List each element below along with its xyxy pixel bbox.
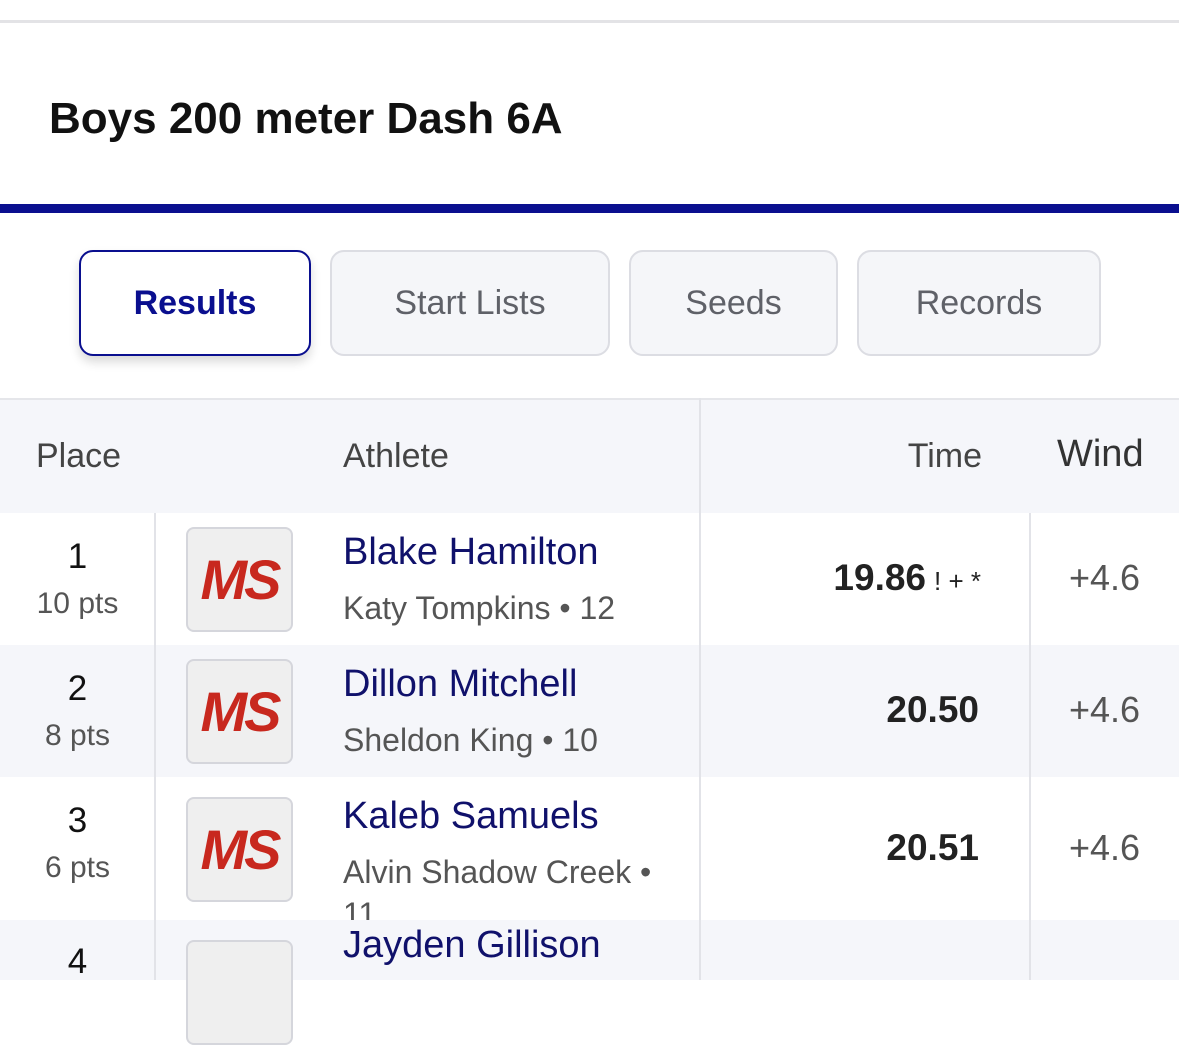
tab[interactable]: Results [79, 250, 311, 356]
result-time: 20.51 [886, 826, 979, 868]
divider [699, 920, 701, 980]
column-header: Athlete [343, 437, 449, 475]
divider [0, 20, 1179, 23]
table-header [0, 398, 1179, 513]
team-logo: MS [186, 527, 293, 632]
column-header: Wind [1057, 433, 1144, 475]
athlete-name[interactable]: Dillon Mitchell [343, 663, 578, 705]
tab[interactable]: Start Lists [330, 250, 610, 356]
points: 8 pts [44, 719, 111, 752]
result-time: 19.86! + * [833, 557, 981, 598]
result-flags: ! + * [934, 566, 981, 596]
tab[interactable]: Records [857, 250, 1101, 356]
tab[interactable]: Seeds [629, 250, 838, 356]
place: 3 [67, 801, 88, 840]
team-grade: Katy Tompkins • 12 [343, 590, 616, 626]
wind: +4.6 [1068, 826, 1141, 868]
accent-bar [0, 204, 1179, 213]
athlete-name[interactable]: Blake Hamilton [343, 531, 599, 573]
wind: +4.6 [1068, 557, 1141, 598]
place: 4 [67, 942, 88, 981]
athlete-name[interactable]: Kaleb Samuels [343, 795, 599, 837]
divider [154, 645, 156, 777]
divider [154, 920, 156, 980]
divider [154, 777, 156, 920]
place: 1 [67, 537, 88, 576]
points: 10 pts [36, 587, 119, 620]
team-logo: MS [186, 659, 293, 764]
page: Boys 200 meter Dash 6A Results Start List… [0, 20, 1179, 1045]
divider [154, 513, 156, 645]
place: 2 [67, 669, 88, 708]
divider [1029, 777, 1031, 920]
points: 6 pts [44, 851, 111, 884]
column-header: Place [36, 437, 122, 475]
column-header: Time [907, 437, 982, 475]
divider [1029, 920, 1031, 980]
team-grade: Sheldon King • 10 [343, 722, 598, 758]
divider [1029, 645, 1031, 777]
divider [699, 777, 701, 920]
event-title: Boys 200 meter Dash 6A [49, 94, 563, 143]
divider [699, 513, 701, 645]
team-logo: MS [186, 796, 293, 902]
wind: +4.6 [1068, 689, 1141, 730]
team-grade: Alvin Shadow Creek • 11 [343, 854, 652, 932]
result-time: 20.50 [886, 689, 979, 730]
team-logo [186, 940, 293, 1045]
athlete-name[interactable]: Jayden Gillison [343, 924, 601, 966]
divider [699, 645, 701, 777]
divider [1029, 513, 1031, 645]
